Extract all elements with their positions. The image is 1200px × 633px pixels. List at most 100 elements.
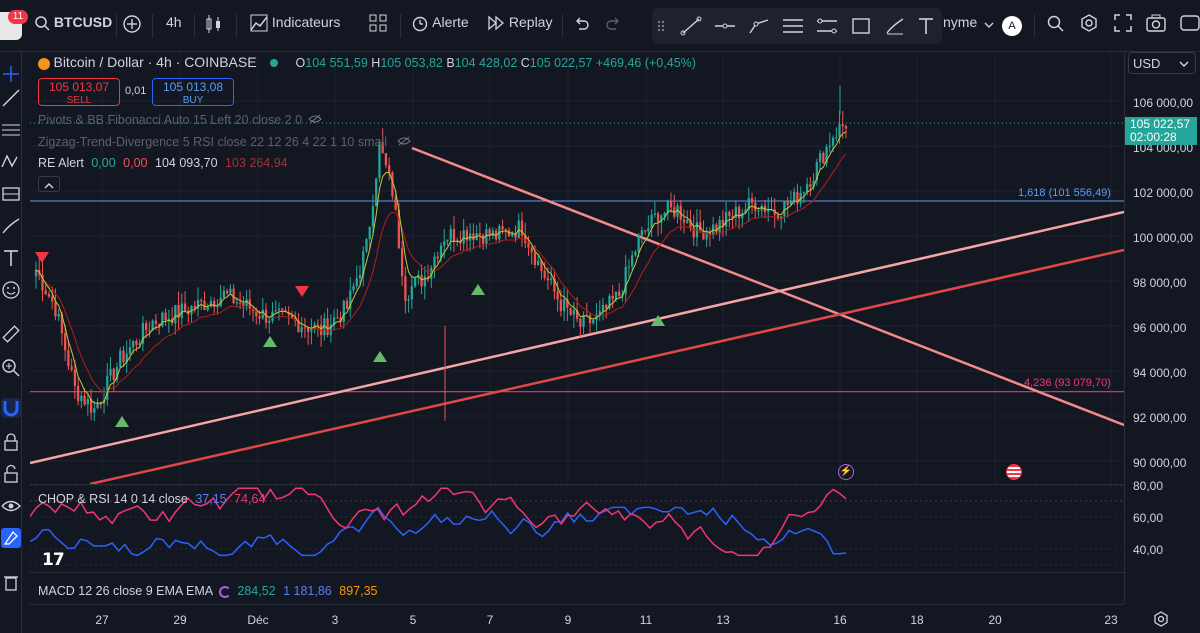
unlock-icon[interactable] [1,464,21,484]
prediction-tool-icon[interactable] [1,184,21,204]
replay-button[interactable]: Replay [487,14,552,32]
candle-body [637,235,640,252]
candle-body [384,153,388,166]
fullscreen-button[interactable] [1114,14,1132,33]
undo-button[interactable] [573,14,589,31]
fib-lines-icon[interactable] [782,16,804,36]
quick-search-button[interactable] [1046,14,1064,32]
trend-line-icon[interactable] [680,16,702,36]
candle-body [446,239,449,242]
line-tool-icon[interactable] [1,88,21,108]
macd-legend[interactable]: MACD 12 26 close 9 EMA EMA 284,52 1 181,… [38,584,377,598]
emoji-icon[interactable] [1,280,21,300]
symbol-search-button[interactable]: BTCUSD [34,14,112,31]
time-tick: 27 [95,613,109,627]
axis-settings-button[interactable] [1152,610,1170,628]
rectangle-icon[interactable] [850,16,872,36]
candle-body [439,245,443,259]
indicator-legend-pivots[interactable]: Pivots & BB Fibonacci Auto 15 Left 20 cl… [38,113,322,127]
candle-body [148,330,151,332]
candle-body [349,290,352,309]
eye-hidden-icon[interactable] [397,135,411,149]
redo-button[interactable] [606,14,622,31]
brush-icon[interactable] [884,16,906,36]
collapse-legend-button[interactable] [38,176,60,192]
compare-symbol-button[interactable] [122,14,142,34]
candle-body [669,201,673,208]
candle-body [511,233,514,237]
time-tick: 16 [833,613,847,627]
account-label[interactable]: nyme [943,14,978,30]
candle-body [83,395,86,405]
buy-price: 105 013,08 [162,80,224,94]
candle-body [128,347,132,354]
alert-button[interactable]: Alerte [411,14,469,32]
chop-rsi-legend[interactable]: CHOP & RSI 14 0 14 close 37,15 74,64 [38,492,265,506]
candle-body [226,290,229,294]
chart-pane[interactable]: Bitcoin / Dollar · 4h · COINBASE O104 55… [30,52,1124,604]
notification-badge[interactable]: 11 [8,10,28,24]
pane-separator[interactable] [30,484,1200,485]
gear-icon [1080,14,1098,33]
price-axis[interactable]: USD 106 000,00 104 000,00 102 000,00 100… [1124,52,1200,604]
candle-body [287,312,290,316]
interval-button[interactable]: 4h [166,14,182,30]
polyline-icon[interactable] [748,16,770,36]
candle-body [167,318,170,321]
candle-body [400,248,404,277]
publish-button[interactable] [1180,14,1200,32]
fib-tool-icon[interactable] [1,120,21,140]
candle-body [520,220,524,236]
horizontal-ray-icon[interactable] [714,16,736,36]
candle-body [394,196,397,210]
event-flash-icon[interactable]: ⚡ [838,464,854,480]
favorites-tool-icon[interactable] [1,528,21,548]
layouts-button[interactable] [369,14,387,32]
fib-label-upper: 1,618 (101 556,49) [1018,187,1111,199]
parallel-channel-icon[interactable] [816,16,838,36]
avatar[interactable]: A [1002,16,1022,36]
candle-body [631,255,634,267]
candle-body [686,219,689,223]
price-chart[interactable] [30,52,1124,604]
candle-body [608,295,611,309]
ruler-icon[interactable] [1,324,21,344]
currency-selector[interactable]: USD [1128,52,1196,74]
eye-icon[interactable] [1,496,21,516]
candle-body [436,256,439,259]
candle-body [754,202,757,211]
snapshot-button[interactable] [1146,14,1166,32]
candles-icon [205,15,223,33]
crosshair-icon[interactable] [1,64,21,84]
pane-separator[interactable] [30,572,1200,573]
us-flag-event-icon[interactable] [1006,464,1022,480]
drag-handle-icon[interactable] [656,16,678,36]
zoom-in-icon[interactable] [1,358,21,378]
candle-body [161,312,164,327]
eye-hidden-icon[interactable] [308,113,322,127]
indicator-legend-re-alert[interactable]: RE Alert 0,00 0,00 104 093,70 103 264,94 [38,156,288,170]
candle-body [410,286,413,300]
text-tool-icon[interactable] [1,248,21,268]
currency-label: USD [1133,56,1161,71]
magnet-icon[interactable] [1,398,21,418]
price-tick: 98 000,00 [1133,276,1187,290]
pattern-tool-icon[interactable] [1,152,21,172]
candle-body [209,300,213,307]
account-chevron-icon[interactable] [984,16,994,32]
indicator-legend-zigzag[interactable]: Zigzag-Trend-Divergence 5 RSI close 22 1… [38,135,411,149]
indicators-button[interactable]: Indicateurs [250,14,340,32]
re-value-2: 0,00 [123,156,148,170]
text-tool-icon[interactable] [916,16,938,36]
lock-drawings-icon[interactable] [1,432,21,452]
buy-button[interactable]: 105 013,08 BUY [152,78,234,106]
time-axis[interactable]: 27 29 Déc 3 5 7 9 11 13 16 18 20 23 [30,604,1124,633]
brush-tool-icon[interactable] [1,216,21,236]
settings-button[interactable] [1080,14,1098,33]
candle-body [355,278,358,286]
chart-type-button[interactable] [205,14,223,34]
buy-label: BUY [182,95,204,106]
sell-button[interactable]: 105 013,07 SELL [38,78,120,106]
trash-icon[interactable] [1,572,21,592]
chevron-down-icon [1179,57,1189,72]
